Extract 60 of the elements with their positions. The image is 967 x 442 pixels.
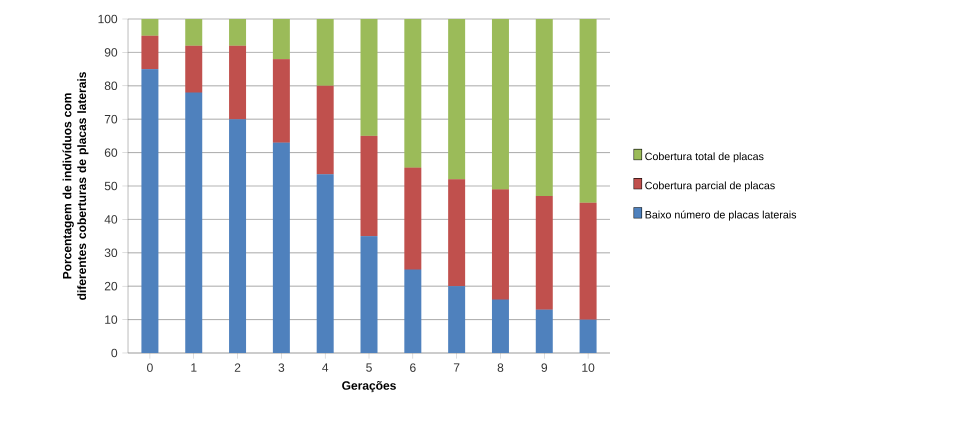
bar [536,196,553,310]
x-axis-title: Gerações [342,381,396,392]
bar [448,18,466,180]
x-tick-label: 8 [498,363,504,372]
bar [185,46,202,92]
bar [360,136,378,236]
bar [580,202,597,320]
legend-label: Baixo número de placas laterais [646,210,796,221]
legend-label: Cobertura parcial de placas [645,181,775,192]
bar [404,269,422,353]
y-tick-label: 100 [98,14,118,24]
y-tick-label: 70 [104,114,118,124]
x-tick-label: 5 [366,363,372,372]
bar [448,286,466,353]
bar [272,59,290,143]
y-tick-label: 40 [104,215,118,224]
bar [141,18,158,36]
y-tick-label: 50 [104,182,118,190]
bar [229,18,246,46]
bar [316,86,334,174]
bar [185,18,202,46]
bar [404,18,422,168]
x-tick-label: 4 [322,363,328,372]
bar [360,236,378,353]
x-tick-label: 3 [278,363,284,372]
bar [272,142,290,353]
y-tick-label: 90 [104,48,118,57]
x-tick-label: 0 [147,363,153,372]
bar [536,310,553,353]
y-tick-label: 10 [105,315,118,324]
bar [272,18,290,60]
bar [185,92,202,353]
y-axis-title: Porcentagem de indivíduos com diferentes coberturas de placas laterais [62,72,88,300]
bar [404,168,422,270]
y-tick-label: 0 [111,348,118,358]
x-tick-label: 2 [234,363,240,372]
bar [360,18,378,136]
x-tick-label: 1 [191,363,196,372]
y-tick-label: 80 [104,82,118,90]
y-tick-label: 20 [104,282,118,290]
x-tick-label: 9 [542,363,548,372]
x-tick-label: 10 [582,363,594,372]
bar [536,18,553,196]
y-tick-label: 60 [104,148,118,157]
bar [229,46,246,120]
bar [492,300,509,353]
x-tick-label: 7 [454,363,460,372]
bar [580,18,597,203]
bar [580,320,597,353]
bar [316,18,334,86]
bar [141,69,158,353]
bar [492,189,509,300]
bar [448,179,466,286]
y-tick-label: 30 [104,248,118,258]
legend-label: Cobertura total de placas [645,152,764,162]
bar [316,174,334,353]
bar [141,36,158,70]
bar [492,18,509,190]
x-tick-label: 6 [410,363,416,372]
bar [229,119,246,353]
